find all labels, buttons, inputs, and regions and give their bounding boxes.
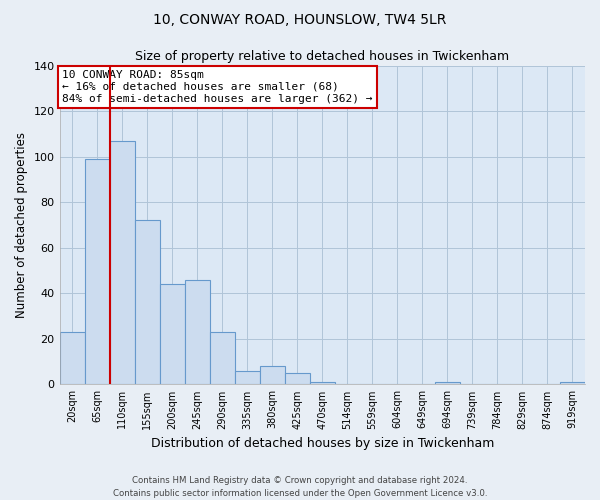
Y-axis label: Number of detached properties: Number of detached properties <box>15 132 28 318</box>
Bar <box>310 382 335 384</box>
Bar <box>59 332 85 384</box>
Text: Contains HM Land Registry data © Crown copyright and database right 2024.
Contai: Contains HM Land Registry data © Crown c… <box>113 476 487 498</box>
Text: 10, CONWAY ROAD, HOUNSLOW, TW4 5LR: 10, CONWAY ROAD, HOUNSLOW, TW4 5LR <box>154 12 446 26</box>
Bar <box>435 382 460 384</box>
Bar <box>560 382 585 384</box>
Bar <box>285 373 310 384</box>
Bar <box>209 332 235 384</box>
Bar <box>160 284 185 384</box>
Bar <box>110 140 134 384</box>
Title: Size of property relative to detached houses in Twickenham: Size of property relative to detached ho… <box>135 50 509 63</box>
Bar <box>235 371 260 384</box>
Text: 10 CONWAY ROAD: 85sqm
← 16% of detached houses are smaller (68)
84% of semi-deta: 10 CONWAY ROAD: 85sqm ← 16% of detached … <box>62 70 373 104</box>
Bar <box>85 159 110 384</box>
Bar <box>134 220 160 384</box>
Bar <box>185 280 209 384</box>
X-axis label: Distribution of detached houses by size in Twickenham: Distribution of detached houses by size … <box>151 437 494 450</box>
Bar <box>260 366 285 384</box>
